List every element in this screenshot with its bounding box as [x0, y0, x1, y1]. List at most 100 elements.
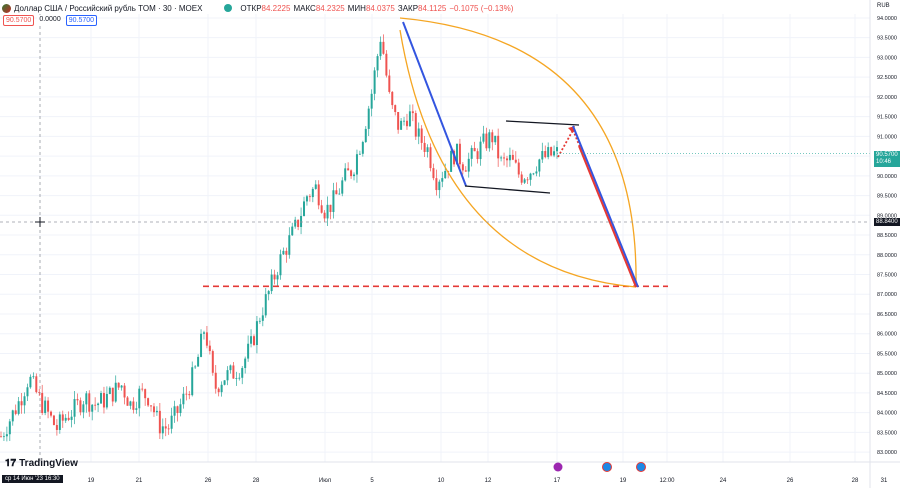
candle-body — [497, 135, 500, 159]
x-tick-label: 21 — [136, 478, 143, 484]
candle-body — [82, 404, 85, 413]
candle-body — [5, 434, 8, 437]
candle-body — [500, 157, 503, 159]
candle-body — [108, 387, 111, 394]
x-tick-label: 5 — [370, 478, 374, 484]
close-label: ЗАКР — [397, 3, 419, 13]
annotations — [0, 14, 870, 462]
candle-body — [55, 425, 58, 430]
candle-body — [147, 398, 150, 406]
candle-body — [35, 376, 38, 393]
candle-body — [438, 181, 441, 191]
candle-body — [208, 345, 211, 352]
tradingview-logo[interactable]: 𝟏𝟕 TradingView — [5, 458, 78, 469]
candle-body — [229, 365, 232, 371]
y-tick-label: 87.5000 — [877, 273, 897, 279]
candle-body — [232, 365, 235, 379]
y-tick-label: 89.5000 — [877, 194, 897, 200]
buy-price-chip[interactable]: 90.5700 — [65, 15, 98, 26]
candle-body — [405, 120, 408, 127]
candle-body — [150, 405, 153, 407]
candle-body — [403, 120, 406, 122]
y-tick-label: 92.0000 — [877, 95, 897, 101]
candle-body — [514, 159, 517, 163]
candle-body — [197, 356, 200, 367]
candle-body — [341, 180, 344, 194]
candle-body — [291, 226, 294, 236]
x-tick-label: 31 — [881, 478, 888, 484]
x-tick-label: 26 — [205, 478, 212, 484]
candle-body — [444, 170, 447, 179]
candle-body — [52, 415, 55, 426]
currency-flag-icon — [2, 3, 11, 13]
candle-body — [161, 426, 164, 434]
close-value: 84.1125 — [418, 3, 447, 13]
dividend-event-icon — [553, 462, 563, 472]
candle-body — [367, 108, 370, 129]
candle-body — [455, 143, 458, 165]
symbol-title[interactable]: Доллар США / Российский рубль TOM · 30 ·… — [14, 3, 203, 13]
candle-body — [379, 41, 382, 57]
candle-body — [473, 147, 476, 152]
candle-body — [100, 393, 103, 404]
high-label: МАКС — [293, 3, 316, 13]
candle-body — [273, 274, 276, 280]
candle-body — [73, 399, 76, 417]
candle-body — [279, 254, 282, 276]
candle-body — [247, 343, 250, 359]
x-axis: 19 21 26 28 Июл 5 10 12 17 19 12:00 24 26 28 31 — [0, 461, 900, 484]
x-tick-label: 24 — [720, 478, 727, 484]
x-tick-label: Июл — [319, 478, 332, 484]
candle-body — [132, 401, 135, 410]
x-tick-label: 28 — [253, 478, 260, 484]
tradingview-mark-icon: 𝟏𝟕 — [5, 458, 17, 469]
candle-body — [250, 336, 253, 344]
candle-body — [202, 332, 205, 334]
candle-body — [173, 406, 176, 416]
outer-arc-curve — [399, 17, 637, 288]
candle-body — [464, 170, 467, 172]
candle-body — [144, 389, 147, 399]
currency-label[interactable]: RUB — [877, 3, 890, 9]
candle-body — [64, 417, 67, 421]
x-tick-label: 17 — [554, 478, 561, 484]
visibility-eye-icon[interactable] — [224, 4, 233, 12]
candle-body — [297, 219, 300, 228]
candle-body — [364, 128, 367, 143]
candle-body — [300, 215, 303, 228]
candle-body — [353, 174, 356, 177]
candle-body — [323, 212, 326, 219]
candle-body — [317, 184, 320, 206]
y-tick-label: 93.5000 — [877, 36, 897, 42]
candle-body — [532, 173, 535, 175]
candle-body — [238, 377, 241, 379]
candle-body — [76, 399, 79, 401]
sell-price-chip[interactable]: 90.5700 — [3, 15, 35, 26]
candle-body — [432, 168, 435, 179]
high-value: 84.2325 — [315, 3, 345, 13]
candle-body — [226, 370, 229, 381]
candle-body — [426, 147, 429, 152]
candle-body — [158, 410, 161, 434]
candle-body — [205, 332, 208, 346]
candle-body — [350, 170, 353, 177]
x-tick-label: 28 — [852, 478, 859, 484]
low-value: 84.0375 — [365, 3, 395, 13]
candle-body — [20, 401, 23, 406]
candle-body — [470, 147, 473, 159]
candle-body — [311, 188, 314, 198]
projection-up-dotted — [557, 129, 574, 158]
target-blue-line — [572, 125, 639, 288]
candle-body — [547, 147, 550, 158]
y-tick-label: 85.0000 — [877, 371, 897, 377]
candle-body — [344, 168, 347, 181]
candle-body — [553, 151, 556, 156]
x-tick-label: 26 — [787, 478, 794, 484]
candle-body — [79, 400, 82, 413]
candle-body — [414, 113, 417, 137]
candle-body — [308, 196, 311, 198]
candle-body — [382, 41, 385, 54]
candle-body — [179, 404, 182, 414]
